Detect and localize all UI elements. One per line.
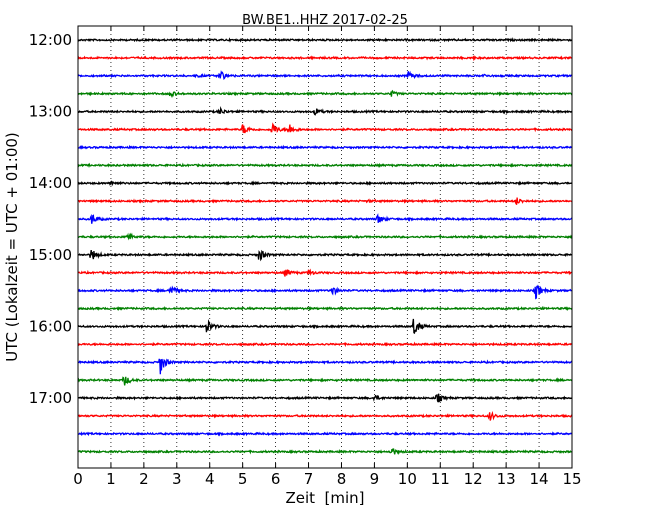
trace-group — [77, 37, 573, 455]
seismic-trace-1415 — [77, 197, 573, 205]
x-tick-label: 5 — [238, 470, 248, 488]
y-tick-label: 12:00 — [29, 31, 72, 49]
seismic-trace-1545 — [77, 305, 573, 312]
x-tick-label: 8 — [337, 470, 347, 488]
x-tick-label: 13 — [497, 470, 516, 488]
x-tick-label: 11 — [431, 470, 450, 488]
axis-ticks: 0 1 2 3 4 5 6 7 8 9 10 11 12 13 14 1512:0013:0014:0015:… — [29, 26, 582, 488]
seismic-trace-1515 — [77, 268, 572, 277]
seismic-trace-1630 — [77, 358, 573, 375]
x-tick-label: 14 — [530, 470, 549, 488]
seismic-trace-1200 — [77, 37, 573, 43]
x-tick-label: 4 — [205, 470, 215, 488]
seismic-trace-1430 — [77, 213, 573, 224]
seismic-trace-1615 — [77, 341, 573, 348]
seismic-trace-1215 — [77, 55, 573, 62]
seismic-trace-1230 — [77, 70, 573, 81]
seismic-trace-1600 — [77, 318, 573, 335]
x-tick-label: 7 — [304, 470, 314, 488]
seismic-trace-1530 — [77, 284, 573, 300]
y-axis-label: UTC (Lokalzeit = UTC + 01:00) — [3, 132, 21, 362]
plot-frame — [77, 25, 573, 469]
x-tick-label: 6 — [271, 470, 281, 488]
y-tick-label: 17:00 — [29, 389, 72, 407]
x-tick-label: 9 — [370, 470, 380, 488]
seismic-trace-1300 — [77, 106, 573, 116]
x-tick-label: 15 — [562, 470, 581, 488]
x-tick-label: 0 — [73, 470, 83, 488]
chart-title: BW.BE1..HHZ 2017-02-25 — [242, 13, 408, 28]
seismic-trace-1400 — [77, 180, 573, 187]
seismic-trace-1345 — [77, 162, 573, 169]
seismic-trace-1445 — [77, 232, 573, 241]
seismic-trace-1330 — [77, 144, 573, 150]
y-tick-label: 14:00 — [29, 174, 72, 192]
y-tick-label: 16:00 — [29, 317, 72, 335]
x-tick-label: 3 — [172, 470, 182, 488]
seismic-trace-1245 — [77, 89, 573, 99]
x-tick-label: 12 — [464, 470, 483, 488]
y-tick-label: 15:00 — [29, 246, 72, 264]
seismic-trace-1700 — [77, 393, 573, 403]
seismic-trace-1500 — [77, 249, 573, 262]
x-tick-label: 10 — [398, 470, 417, 488]
seismic-trace-1730 — [77, 431, 573, 437]
seismic-trace-1715 — [77, 410, 573, 421]
grid-lines — [110, 26, 540, 468]
seismic-trace-1315 — [77, 122, 573, 134]
seismic-trace-1645 — [77, 376, 573, 386]
seismic-trace-1745 — [77, 448, 573, 455]
x-tick-label: 1 — [106, 470, 116, 488]
y-tick-label: 13:00 — [29, 103, 72, 121]
x-tick-label: 2 — [139, 470, 149, 488]
x-axis-label: Zeit [min] — [285, 489, 364, 507]
